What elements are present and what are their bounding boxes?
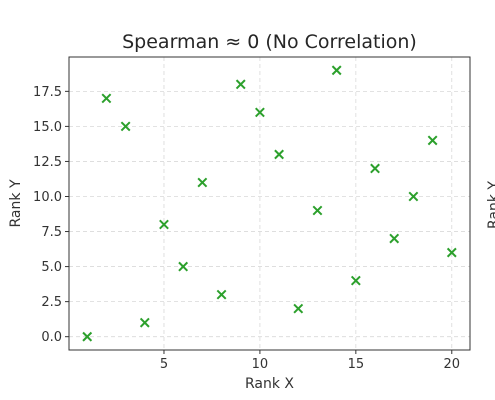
data-point-x-marker (274, 149, 285, 160)
chart-title: Spearman ≈ 0 (No Correlation) (122, 31, 417, 53)
data-point-x-marker (216, 289, 227, 300)
x-tick-label: 10 (252, 357, 269, 372)
data-points (82, 65, 457, 342)
axis-ticks: 5 10 15 20 0.0 2.5 5.0 7.5 10.0 12.5 15.0 17.5 (33, 85, 460, 372)
plot-area-frame (68, 56, 471, 351)
x-tick-label: 5 (160, 357, 168, 372)
y-tick-label: 10.0 (33, 190, 62, 205)
data-point-x-marker (427, 135, 438, 146)
data-point-x-marker (178, 261, 189, 272)
data-point-x-marker (370, 163, 380, 174)
x-tick-label: 15 (348, 357, 365, 372)
data-point-x-marker (331, 65, 342, 76)
data-point-x-marker (312, 205, 323, 216)
data-point-x-marker (408, 191, 419, 202)
y-tick-label: 7.5 (41, 225, 62, 240)
data-point-x-marker (197, 177, 208, 188)
y-tick-label: 15.0 (33, 120, 62, 135)
data-point-x-marker (446, 247, 457, 258)
grid (69, 57, 470, 350)
data-point-x-marker (139, 317, 150, 328)
y-tick-label: 2.5 (41, 295, 62, 310)
data-point-x-marker (82, 331, 93, 342)
adjacent-chart-y-axis-label: Rank Y (486, 181, 495, 229)
data-point-x-marker (350, 275, 361, 286)
y-tick-label: 0.0 (41, 330, 62, 345)
data-point-x-marker (235, 79, 246, 90)
y-axis-label: Rank Y (8, 179, 24, 227)
y-tick-label: 17.5 (33, 85, 62, 100)
x-tick-label: 20 (443, 357, 460, 372)
x-axis-label: Rank X (245, 376, 294, 392)
y-tick-label: 5.0 (41, 260, 62, 275)
data-point-x-marker (389, 233, 400, 244)
data-point-x-marker (101, 93, 112, 104)
data-point-x-marker (159, 219, 169, 230)
data-point-x-marker (120, 121, 131, 132)
data-point-x-marker (254, 107, 265, 118)
data-point-x-marker (293, 303, 304, 314)
y-tick-label: 12.5 (33, 155, 62, 170)
